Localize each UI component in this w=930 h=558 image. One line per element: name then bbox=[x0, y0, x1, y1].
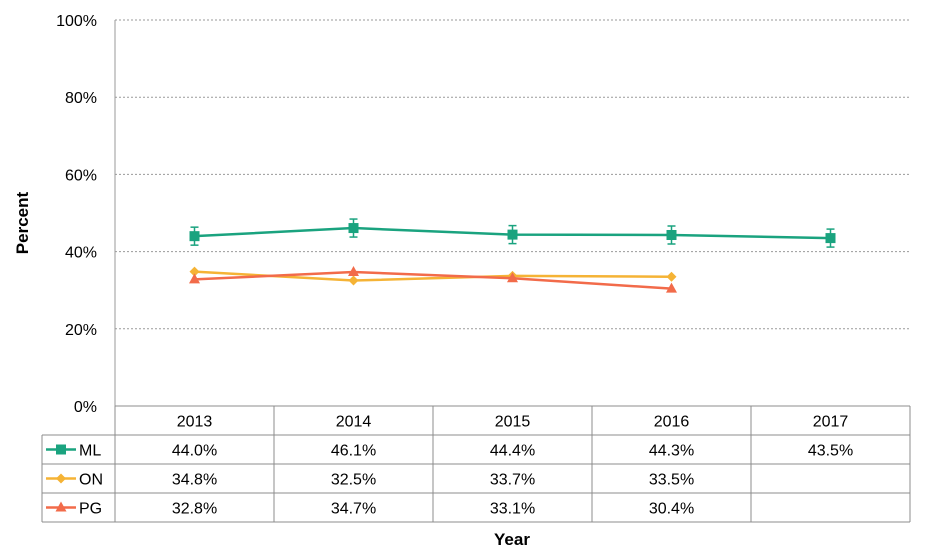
data-point bbox=[825, 233, 836, 244]
data-label: 34.8% bbox=[172, 472, 217, 489]
data-table: 2013 2014 2015 2016 2017 ML 44.0% 46.1% 44.4% 44.… bbox=[41, 405, 911, 523]
data-label: 32.5% bbox=[331, 472, 376, 489]
series-lines bbox=[189, 218, 836, 293]
data-label: 30.4% bbox=[649, 501, 694, 518]
data-label: 32.8% bbox=[172, 501, 217, 518]
data-point bbox=[507, 229, 518, 240]
data-label: 34.7% bbox=[331, 501, 376, 518]
data-point bbox=[666, 271, 677, 282]
data-point bbox=[348, 275, 359, 286]
data-point bbox=[348, 266, 359, 277]
y-tick-label: 40% bbox=[65, 245, 97, 262]
y-tick-label: 60% bbox=[65, 167, 97, 184]
y-axis-title: Percent bbox=[13, 191, 32, 254]
data-label: 44.4% bbox=[490, 443, 535, 460]
data-point bbox=[666, 230, 677, 241]
y-tick-label: 80% bbox=[65, 90, 97, 107]
marker-square bbox=[56, 444, 66, 455]
data-point bbox=[666, 282, 677, 293]
marker-triangle bbox=[55, 501, 67, 512]
y-tick-label: 100% bbox=[56, 13, 97, 30]
x-tick-label: 2017 bbox=[813, 414, 849, 431]
legend-series-name: PG bbox=[79, 501, 102, 518]
y-axis-ticks: 0% 20% 40% 60% 80% 100% bbox=[56, 13, 97, 416]
x-tick-label: 2015 bbox=[495, 414, 531, 431]
data-label: 43.5% bbox=[808, 443, 853, 460]
y-tick-label: 0% bbox=[74, 399, 97, 416]
x-axis-title: Year bbox=[494, 530, 530, 549]
y-tick-label: 20% bbox=[65, 322, 97, 339]
data-label: 44.0% bbox=[172, 443, 217, 460]
data-point bbox=[507, 272, 518, 283]
data-point bbox=[189, 266, 200, 277]
series-line bbox=[194, 270, 672, 290]
data-label: 33.1% bbox=[490, 501, 535, 518]
series-ml bbox=[189, 218, 836, 248]
legend-series-name: ON bbox=[79, 472, 103, 489]
gridlines bbox=[115, 19, 910, 330]
data-point bbox=[189, 231, 200, 242]
legend-series-name: ML bbox=[79, 443, 101, 460]
data-point bbox=[348, 223, 359, 234]
data-label: 44.3% bbox=[649, 443, 694, 460]
x-tick-label: 2014 bbox=[336, 414, 372, 431]
marker-diamond bbox=[56, 473, 66, 484]
data-label: 33.5% bbox=[649, 472, 694, 489]
x-tick-label: 2013 bbox=[177, 414, 213, 431]
series-pg bbox=[189, 266, 677, 293]
data-point bbox=[189, 273, 200, 284]
data-label: 46.1% bbox=[331, 443, 376, 460]
data-label: 33.7% bbox=[490, 472, 535, 489]
x-tick-label: 2016 bbox=[654, 414, 690, 431]
